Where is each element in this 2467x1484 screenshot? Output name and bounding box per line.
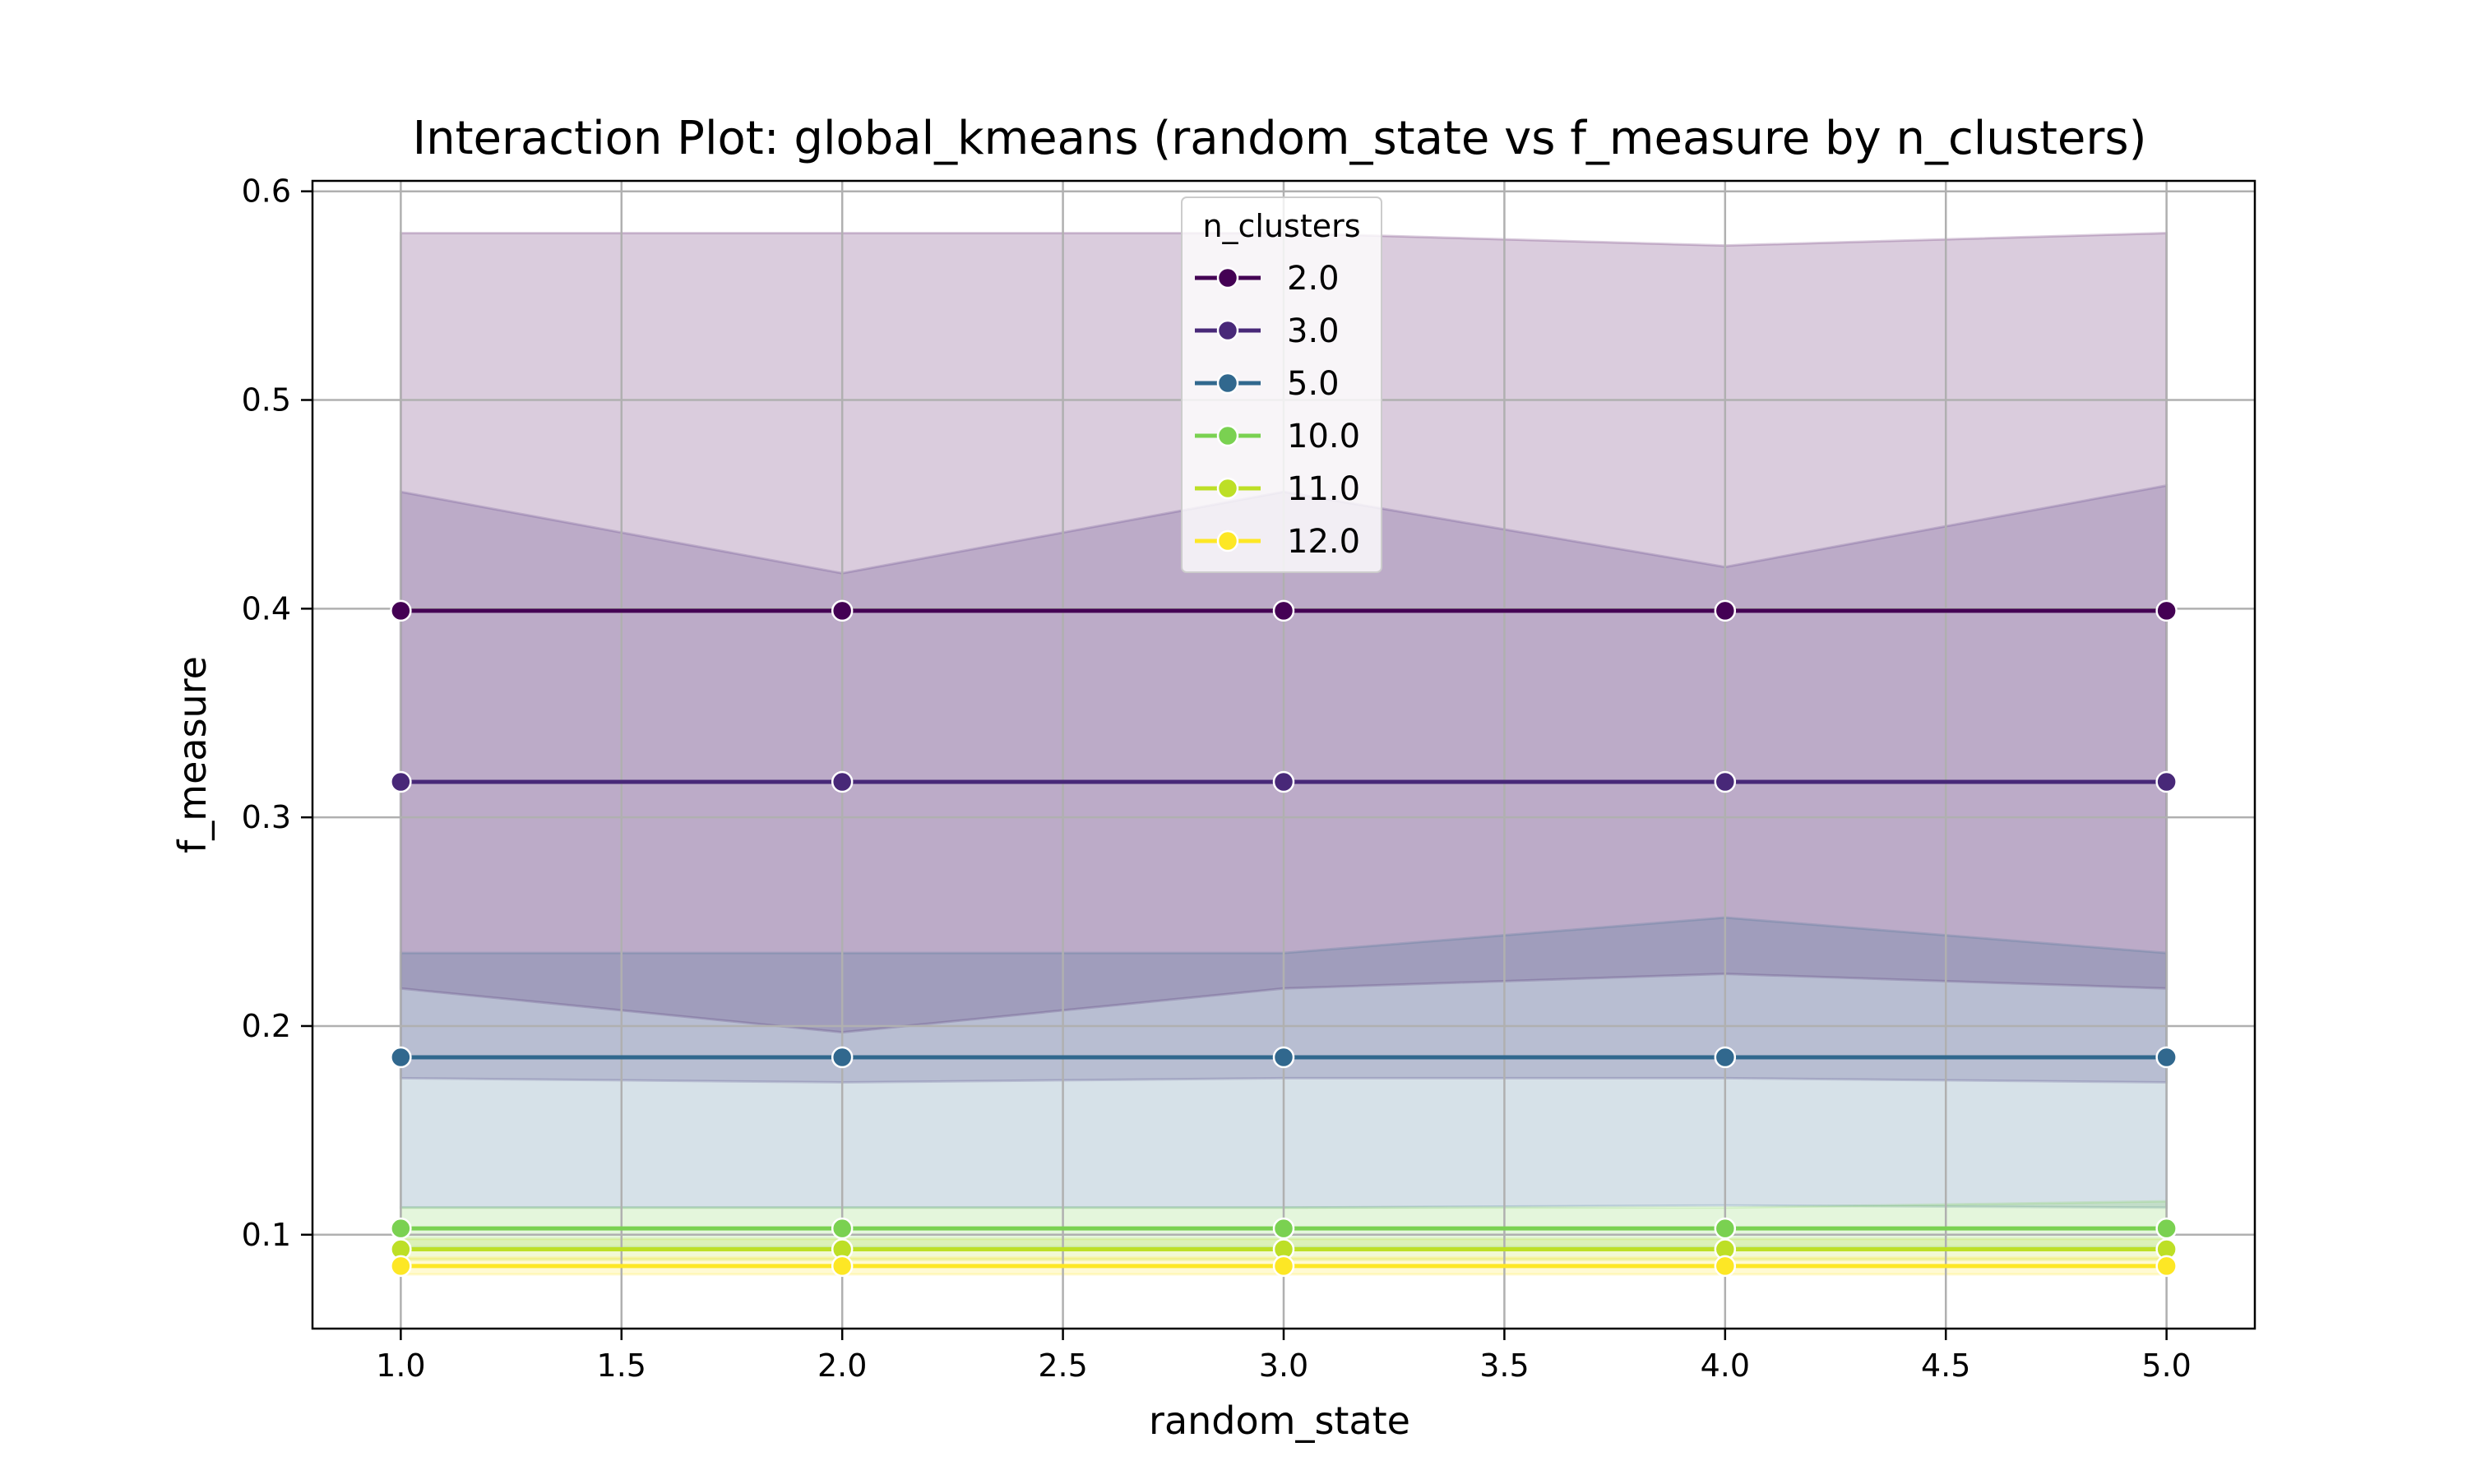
y-tick-label: 0.2 xyxy=(242,1008,291,1044)
data-point-5.0-2 xyxy=(831,1046,854,1069)
legend-marker-11.0 xyxy=(1216,477,1239,500)
legend-label-2.0: 2.0 xyxy=(1287,260,1340,298)
legend-title: n_clusters xyxy=(1202,208,1360,244)
y-axis-label: f_measure xyxy=(170,656,215,853)
x-tick-label: 5.0 xyxy=(2141,1348,2191,1384)
legend-label-10.0: 10.0 xyxy=(1287,418,1360,455)
data-point-10.0-4 xyxy=(1714,1217,1737,1240)
data-point-2.0-5 xyxy=(2155,599,2178,622)
y-tick-label: 0.3 xyxy=(242,799,291,835)
legend-marker-5.0 xyxy=(1216,372,1239,395)
x-tick-label: 1.0 xyxy=(376,1348,425,1384)
legend-label-5.0: 5.0 xyxy=(1287,365,1340,403)
data-point-10.0-1 xyxy=(390,1217,412,1240)
x-tick-label: 4.5 xyxy=(1921,1348,1970,1384)
x-tick-label: 2.0 xyxy=(817,1348,867,1384)
legend-marker-10.0 xyxy=(1216,424,1239,447)
data-point-10.0-2 xyxy=(831,1217,854,1240)
data-point-3.0-5 xyxy=(2155,770,2178,793)
series-lines xyxy=(390,599,2178,1278)
x-tick-label: 4.0 xyxy=(1701,1348,1750,1384)
data-point-2.0-3 xyxy=(1272,599,1295,622)
data-point-12.0-3 xyxy=(1272,1255,1295,1278)
legend-label-11.0: 11.0 xyxy=(1287,470,1360,508)
data-point-12.0-5 xyxy=(2155,1255,2178,1278)
data-point-3.0-1 xyxy=(390,770,412,793)
x-tick-label: 1.5 xyxy=(597,1348,646,1384)
axis-ticks: 1.0 1.5 2.0 2.5 3.0 3.5 4.0 4.5 5.0 0.1 0.2 0.3 0.4 0… xyxy=(242,173,2192,1384)
data-point-12.0-1 xyxy=(390,1255,412,1278)
x-tick-label: 3.5 xyxy=(1479,1348,1529,1384)
data-point-10.0-3 xyxy=(1272,1217,1295,1240)
data-point-3.0-3 xyxy=(1272,770,1295,793)
chart-title: Interaction Plot: global_kmeans (random_… xyxy=(413,112,2147,165)
y-tick-label: 0.1 xyxy=(242,1217,291,1253)
legend-marker-2.0 xyxy=(1216,266,1239,289)
data-point-2.0-4 xyxy=(1714,599,1737,622)
legend-label-3.0: 3.0 xyxy=(1287,312,1340,350)
data-point-3.0-4 xyxy=(1714,770,1737,793)
data-point-5.0-3 xyxy=(1272,1046,1295,1069)
data-point-12.0-2 xyxy=(831,1255,854,1278)
x-tick-label: 3.0 xyxy=(1259,1348,1308,1384)
x-axis-label: random_state xyxy=(1149,1398,1410,1443)
data-point-12.0-4 xyxy=(1714,1255,1737,1278)
legend: n_clusters 2.0 3.0 5.0 10.0 11.0 12.0 xyxy=(1181,196,1382,573)
data-point-2.0-1 xyxy=(390,599,412,622)
legend-marker-12.0 xyxy=(1216,529,1239,552)
data-point-3.0-2 xyxy=(831,770,854,793)
legend-marker-3.0 xyxy=(1216,319,1239,342)
data-point-2.0-2 xyxy=(831,599,854,622)
x-tick-label: 2.5 xyxy=(1038,1348,1087,1384)
data-point-10.0-5 xyxy=(2155,1217,2178,1240)
grid-lines xyxy=(312,181,2255,1329)
data-point-5.0-5 xyxy=(2155,1046,2178,1069)
legend-label-12.0: 12.0 xyxy=(1287,523,1360,561)
data-point-5.0-1 xyxy=(390,1046,412,1069)
data-point-5.0-4 xyxy=(1714,1046,1737,1069)
y-tick-label: 0.5 xyxy=(242,382,291,418)
y-tick-label: 0.6 xyxy=(242,173,291,210)
y-tick-label: 0.4 xyxy=(242,590,291,626)
